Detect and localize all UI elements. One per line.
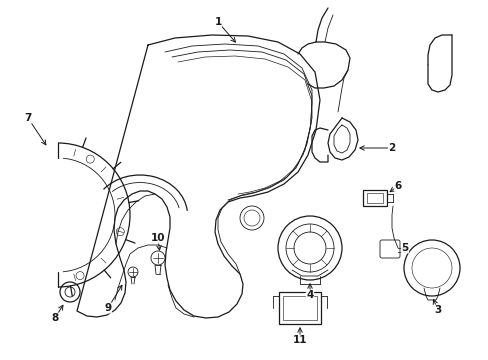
Text: 3: 3	[433, 305, 441, 315]
Text: 2: 2	[387, 143, 395, 153]
Text: 11: 11	[292, 335, 306, 345]
Text: 5: 5	[401, 243, 408, 253]
Bar	[279, 292, 320, 324]
Text: 8: 8	[51, 313, 59, 323]
Text: 10: 10	[150, 233, 165, 243]
Text: 9: 9	[104, 303, 111, 313]
Bar	[283, 296, 316, 320]
Text: 4: 4	[305, 290, 313, 300]
Text: 1: 1	[214, 17, 221, 27]
Text: 6: 6	[393, 181, 401, 191]
Text: 7: 7	[24, 113, 32, 123]
